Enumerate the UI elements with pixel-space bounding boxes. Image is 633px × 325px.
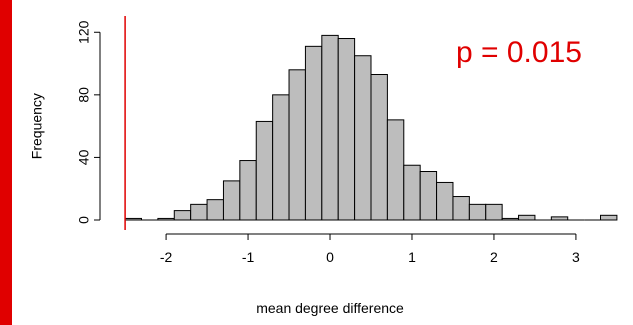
histogram-bar [288,69,306,221]
histogram-bar [370,74,388,221]
y-axis-label: Frequency [29,93,45,159]
histogram-bar [272,94,290,221]
x-tick-label: 0 [326,249,334,265]
histogram-bar [304,45,323,221]
x-tick-label: -2 [160,249,173,265]
x-tick-label: 3 [572,249,580,265]
histogram-bar [337,38,356,221]
y-tick-label: 80 [76,87,92,103]
y-tick-label: 0 [76,216,92,224]
histogram-bar [485,203,503,221]
x-tick-label: 2 [490,249,498,265]
histogram-bar [419,171,438,221]
histogram-bar [206,199,224,221]
histogram-bar [157,217,175,221]
x-tick-label: -1 [242,249,255,265]
histogram-bar [436,181,454,221]
histogram-bar [124,217,142,221]
histogram-bar [321,34,339,221]
histogram-bar [600,214,618,221]
y-tick-label: 120 [76,20,92,44]
histogram-bar [501,217,520,221]
histogram-bar [403,164,421,221]
p-value-annotation: p = 0.015 [456,36,582,69]
x-tick-label: 1 [408,249,416,265]
left-red-edge [0,0,12,325]
histogram-bar [173,210,192,221]
histogram-bar [222,180,241,221]
histogram-bar [550,216,569,221]
histogram-bars [124,34,618,221]
chart-axes: -2 -1 0 1 2 3 0 40 80 120 [76,20,580,265]
histogram-bar [468,203,487,221]
histogram-bar [452,196,470,221]
x-axis-label: mean degree difference [256,300,404,316]
histogram-bar [518,214,536,221]
histogram-bar [386,119,405,221]
histogram-bar [190,203,208,221]
histogram-bar [239,160,257,221]
y-tick-label: 40 [76,149,92,165]
histogram-bar [255,120,274,221]
histogram-bar [354,55,372,221]
